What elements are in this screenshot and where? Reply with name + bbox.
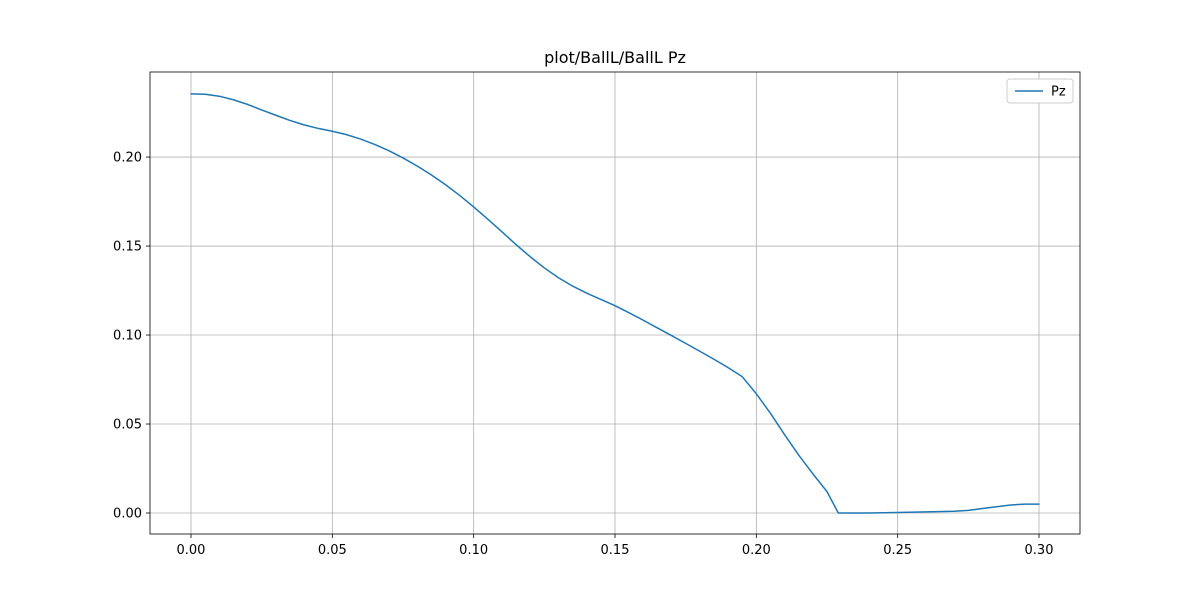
y-tick-label: 0.05 bbox=[113, 418, 142, 433]
x-tick-label: 0.15 bbox=[601, 543, 630, 558]
legend: Pz bbox=[1006, 78, 1074, 104]
y-tick-label: 0.10 bbox=[113, 329, 142, 344]
x-tick-label: 0.10 bbox=[459, 543, 488, 558]
x-tick-label: 0.30 bbox=[1025, 543, 1054, 558]
y-tick-label: 0.00 bbox=[113, 507, 142, 522]
x-tick-label: 0.05 bbox=[318, 543, 347, 558]
legend-label: Pz bbox=[1051, 85, 1066, 100]
y-tick-label: 0.15 bbox=[113, 240, 142, 255]
x-tick-label: 0.20 bbox=[742, 543, 771, 558]
ticks-layer: 0.00 0.05 0.10 0.15 0.20 0.25 0.30 0.00 0.05 0.10… bbox=[113, 151, 1053, 558]
x-tick-label: 0.25 bbox=[883, 543, 912, 558]
grid-layer bbox=[150, 72, 1080, 534]
chart-title: plot/BallL/BallL Pz bbox=[544, 48, 686, 67]
y-tick-label: 0.20 bbox=[113, 151, 142, 166]
series-line-pz bbox=[190, 93, 1040, 514]
series-layer bbox=[190, 93, 1040, 514]
x-tick-label: 0.00 bbox=[177, 543, 206, 558]
